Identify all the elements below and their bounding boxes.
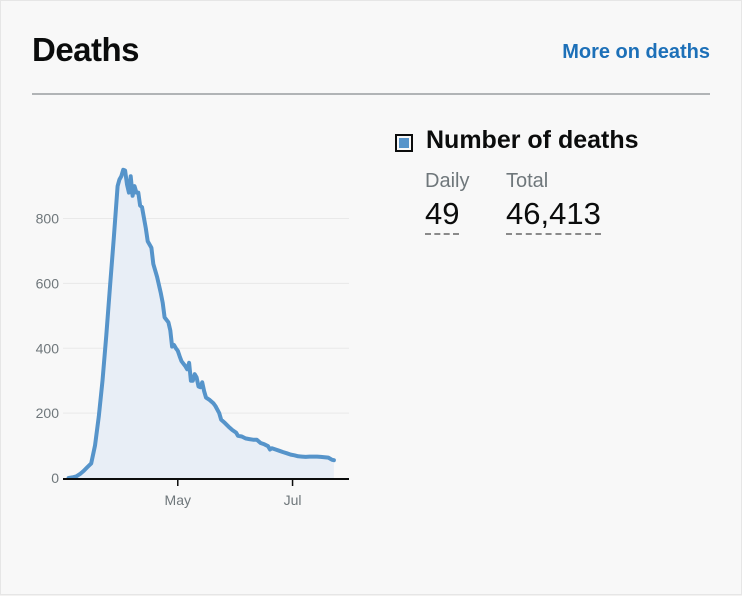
card-title: Deaths: [32, 31, 140, 68]
y-tick-label: 600: [36, 275, 60, 291]
total-stat: Total 46,413: [506, 170, 601, 236]
x-axis-ticks: May Jul: [165, 479, 302, 508]
daily-label: Daily: [425, 170, 470, 192]
y-tick-label: 200: [36, 405, 60, 421]
more-on-deaths-link[interactable]: More on deaths: [562, 41, 710, 63]
daily-value[interactable]: 49: [425, 196, 460, 236]
chart-series-line: [66, 167, 336, 480]
y-tick-label: 800: [36, 211, 60, 227]
daily-stat: Daily 49: [425, 170, 470, 236]
chart-area-fill: [68, 169, 334, 479]
metric-title: Number of deaths: [426, 126, 639, 154]
deaths-area-chart: 0 200 400 600 800 May Jul: [36, 167, 349, 508]
legend-swatch-icon: [395, 134, 413, 152]
total-label: Total: [506, 170, 549, 192]
y-axis-ticks: 0 200 400 600 800: [36, 211, 60, 487]
y-tick-label: 0: [51, 470, 59, 486]
x-tick-label: Jul: [284, 492, 302, 508]
card-header: Deaths More on deaths: [32, 21, 710, 95]
total-value[interactable]: 46,413: [506, 196, 601, 236]
x-tick-label: May: [165, 492, 191, 508]
y-tick-label: 400: [36, 340, 60, 356]
